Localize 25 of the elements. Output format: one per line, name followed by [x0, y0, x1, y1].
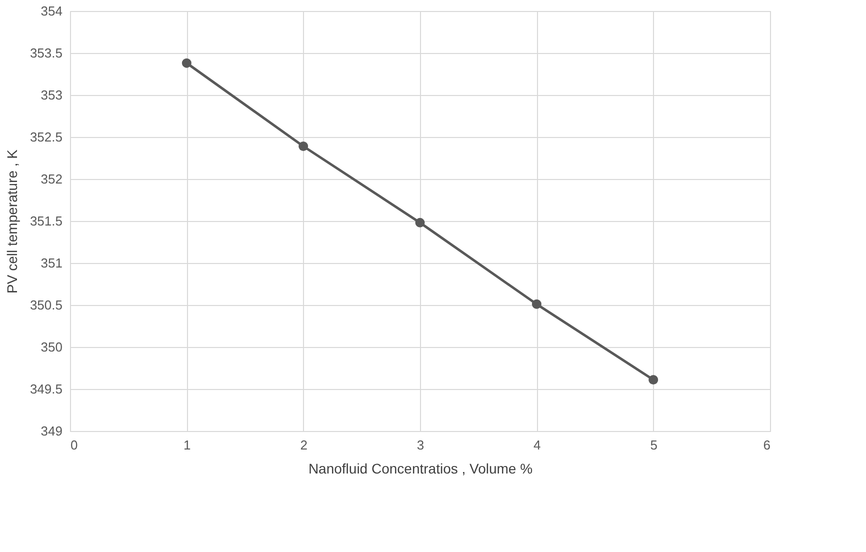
x-tick-label: 3 [416, 438, 424, 452]
x-tick-label: 2 [300, 438, 308, 452]
y-tick-label: 350.5 [30, 298, 62, 312]
y-tick-label: 352.5 [30, 130, 62, 144]
point [415, 218, 425, 228]
x-tick-label: 0 [70, 438, 78, 452]
y-axis-title: PV cell temperature , K [4, 148, 20, 294]
y-tick-label: 351 [40, 256, 62, 270]
y-tick-label: 353.5 [30, 46, 62, 60]
point [182, 58, 192, 68]
x-tick-label: 6 [763, 438, 770, 452]
point [532, 299, 542, 309]
x-tick-label: 1 [184, 438, 191, 452]
x-axis-title: Nanofluid Concentratios , Volume % [308, 460, 533, 476]
x-tick-label: 5 [650, 438, 658, 452]
y-tick-label: 351.5 [30, 214, 62, 228]
y-tick-label: 353 [40, 88, 62, 102]
x-tick-label: 4 [534, 438, 541, 452]
y-tick-label: 349 [40, 424, 62, 438]
y-tick-label: 349.5 [30, 382, 62, 396]
y-tick-label: 350 [40, 340, 62, 354]
y-tick-label: 354 [40, 4, 62, 18]
point [648, 375, 658, 384]
y-tick-label: 352 [40, 172, 62, 186]
point [298, 142, 308, 151]
